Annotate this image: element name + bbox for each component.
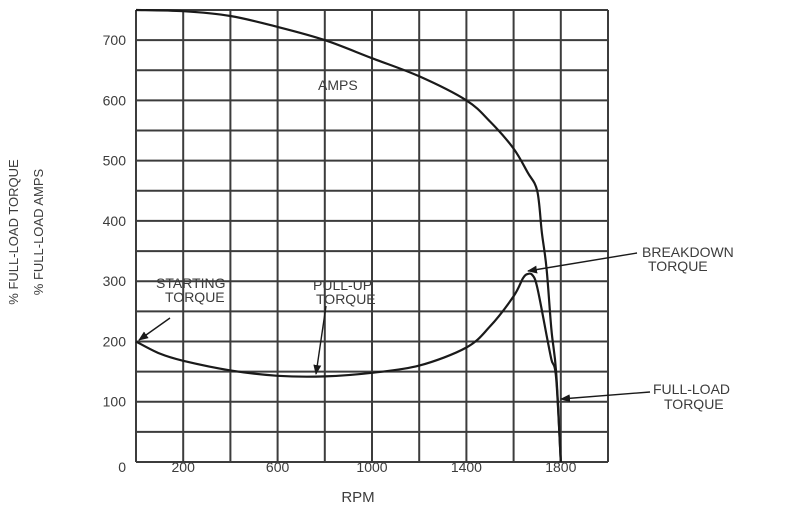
x-axis-ticks: 0 200 600 1000 1400 1800 (118, 459, 576, 475)
y-tick-label: 300 (103, 273, 127, 289)
breakdown-torque-label-line2: TORQUE (648, 258, 708, 274)
breakdown-torque-label-line1: BREAKDOWN (642, 244, 734, 260)
full-load-torque-annotation: FULL-LOAD TORQUE (560, 381, 730, 412)
y-axis-label-torque: % FULL-LOAD TORQUE (6, 159, 21, 305)
y-axis-label-amps: % FULL-LOAD AMPS (31, 168, 46, 295)
pull-up-torque-annotation: PULL-UP TORQUE (313, 277, 376, 375)
amps-label: AMPS (318, 77, 358, 93)
breakdown-torque-annotation: BREAKDOWN TORQUE (527, 244, 734, 274)
amps-curve (135, 8, 562, 463)
x-tick-label: 1800 (545, 459, 576, 475)
breakdown-torque-arrow-icon (527, 252, 638, 274)
y-tick-label: 500 (103, 153, 127, 169)
starting-torque-annotation: STARTING TORQUE (138, 275, 226, 341)
full-load-torque-label-line1: FULL-LOAD (653, 381, 730, 397)
pull-up-torque-arrow-icon (313, 305, 327, 375)
x-tick-label: 0 (118, 459, 126, 475)
x-axis-label: RPM (341, 489, 374, 506)
y-tick-label: 100 (103, 394, 127, 410)
starting-torque-arrow-icon (138, 317, 171, 341)
y-tick-label: 200 (103, 333, 127, 349)
pull-up-torque-label-line2: TORQUE (316, 291, 376, 307)
x-tick-label: 600 (266, 459, 290, 475)
pull-up-torque-label-line1: PULL-UP (313, 277, 372, 293)
y-tick-label: 600 (103, 92, 127, 108)
x-tick-label: 200 (172, 459, 196, 475)
starting-torque-label-line2: TORQUE (165, 289, 225, 305)
starting-torque-label-line1: STARTING (156, 275, 226, 291)
full-load-torque-label-line2: TORQUE (664, 396, 724, 412)
torque-curve (135, 272, 562, 463)
x-tick-label: 1400 (451, 459, 482, 475)
full-load-torque-arrow-icon (560, 391, 651, 403)
y-axis-ticks: 100 200 300 400 500 600 700 (103, 32, 127, 410)
chart-grid (135, 9, 609, 463)
x-tick-label: 1000 (356, 459, 387, 475)
y-tick-label: 400 (103, 213, 127, 229)
y-tick-label: 700 (103, 32, 127, 48)
